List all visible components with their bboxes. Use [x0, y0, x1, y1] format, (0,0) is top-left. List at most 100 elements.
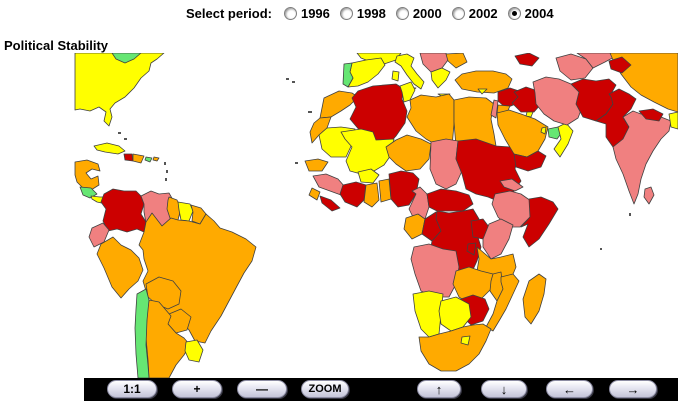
country-caucasus[interactable] [514, 53, 540, 67]
country-lesotho[interactable] [460, 335, 471, 346]
country-bulgaria-region[interactable] [445, 53, 468, 69]
country-rwanda-burundi[interactable] [466, 242, 477, 256]
map-area[interactable] [0, 53, 678, 378]
zoom-button[interactable]: ZOOM [301, 380, 349, 398]
country-kuwait[interactable] [525, 111, 534, 118]
country-gabon[interactable] [403, 213, 426, 240]
country-central-african-republic[interactable] [426, 188, 474, 212]
island-speck [629, 213, 631, 216]
country-colombia[interactable] [100, 188, 147, 233]
island-speck [600, 248, 602, 250]
country-cuba[interactable] [93, 142, 126, 155]
island-speck [124, 138, 127, 140]
country-chile[interactable] [134, 288, 150, 378]
country-peru[interactable] [96, 236, 144, 299]
island-speck [118, 132, 121, 134]
country-canada[interactable] [111, 53, 142, 64]
island-speck [286, 78, 289, 80]
map-toolbar: 1:1 + — ZOOM ↑ ↓ ← → [84, 378, 678, 401]
radio-2000-circle[interactable] [395, 6, 409, 20]
country-egypt[interactable] [453, 96, 497, 148]
country-puerto-rico[interactable] [152, 156, 160, 162]
country-turkey[interactable] [454, 70, 513, 94]
pan-left-button[interactable]: ← [546, 380, 593, 398]
pan-right-button[interactable]: → [609, 380, 657, 398]
country-turkmenistan[interactable] [555, 53, 594, 81]
radio-2004[interactable]: 2004 [507, 5, 554, 21]
country-liberia[interactable] [319, 195, 341, 212]
country-dominican-republic[interactable] [132, 153, 145, 164]
country-portugal[interactable] [342, 62, 354, 88]
country-jamaica[interactable] [144, 156, 153, 163]
country-iran[interactable] [532, 76, 584, 126]
island-speck [164, 162, 166, 165]
pan-up-button[interactable]: ↑ [417, 380, 461, 398]
country-burkina-faso[interactable] [357, 168, 380, 184]
country-senegal[interactable] [304, 158, 329, 172]
radio-1996-circle[interactable] [283, 6, 297, 20]
page-title: Political Stability [4, 38, 109, 53]
radio-2002-circle[interactable] [451, 6, 465, 20]
country-argentina[interactable] [145, 299, 191, 378]
period-selector: Select period: 1996 1998 2000 2002 2004 [186, 4, 554, 22]
country-angola[interactable] [410, 243, 460, 298]
country-uruguay[interactable] [184, 339, 204, 363]
country-sierra-leone[interactable] [308, 187, 321, 201]
country-saudi-arabia[interactable] [496, 109, 549, 158]
country-zambia[interactable] [452, 266, 494, 305]
radio-2002[interactable]: 2002 [451, 5, 498, 21]
country-lebanon-israel[interactable] [490, 99, 499, 119]
radio-2000[interactable]: 2000 [395, 5, 442, 21]
zoom-out-button[interactable]: — [237, 380, 287, 398]
zoom-in-button[interactable]: + [172, 380, 222, 398]
radio-1998-circle[interactable] [339, 6, 353, 20]
country-mozambique[interactable] [485, 273, 520, 332]
radio-2000-label[interactable]: 2000 [412, 5, 442, 21]
country-nepal[interactable] [638, 108, 664, 122]
radio-1998[interactable]: 1998 [339, 5, 386, 21]
country-south-africa[interactable] [418, 323, 492, 372]
radio-1996-label[interactable]: 1996 [300, 5, 330, 21]
island-speck [295, 162, 298, 164]
country-usa[interactable] [74, 53, 165, 127]
country-kyrgyzstan-tajikistan[interactable] [608, 56, 632, 74]
country-kenya[interactable] [482, 218, 514, 260]
country-madagascar[interactable] [522, 273, 547, 325]
radio-1996[interactable]: 1996 [283, 5, 330, 21]
one-to-one-button[interactable]: 1:1 [107, 380, 157, 398]
country-cyprus[interactable] [477, 88, 488, 95]
country-chad[interactable] [429, 138, 463, 190]
country-qatar[interactable] [540, 126, 547, 135]
country-eritrea[interactable] [499, 178, 524, 192]
country-botswana[interactable] [438, 296, 472, 332]
country-haiti[interactable] [123, 153, 134, 162]
radio-2004-label[interactable]: 2004 [524, 5, 554, 21]
country-iraq[interactable] [511, 86, 542, 113]
country-spain[interactable] [347, 57, 386, 88]
country-yemen[interactable] [513, 150, 547, 172]
island-speck [308, 111, 312, 113]
country-togo-benin[interactable] [378, 178, 392, 203]
country-namibia[interactable] [412, 290, 444, 338]
country-sardinia[interactable] [391, 70, 400, 82]
country-niger[interactable] [385, 134, 432, 172]
radio-1998-label[interactable]: 1998 [356, 5, 386, 21]
country-bangladesh[interactable] [668, 111, 678, 130]
country-mali[interactable] [340, 128, 395, 175]
island-speck [292, 81, 295, 83]
country-italy[interactable] [394, 53, 425, 90]
country-ghana[interactable] [363, 182, 380, 208]
country-brazil[interactable] [138, 212, 257, 344]
period-selector-label: Select period: [186, 5, 272, 21]
country-greece[interactable] [430, 67, 451, 89]
radio-2004-circle[interactable] [507, 6, 521, 20]
country-western-sahara[interactable] [309, 116, 332, 144]
radio-2002-label[interactable]: 2002 [468, 5, 498, 21]
country-mexico[interactable] [74, 159, 101, 191]
country-ivory-coast[interactable] [339, 181, 367, 208]
pan-down-button[interactable]: ↓ [481, 380, 527, 398]
country-sri-lanka[interactable] [643, 186, 655, 205]
country-somalia[interactable] [520, 196, 559, 248]
world-map[interactable] [0, 53, 678, 378]
country-uzbekistan[interactable] [576, 53, 617, 69]
